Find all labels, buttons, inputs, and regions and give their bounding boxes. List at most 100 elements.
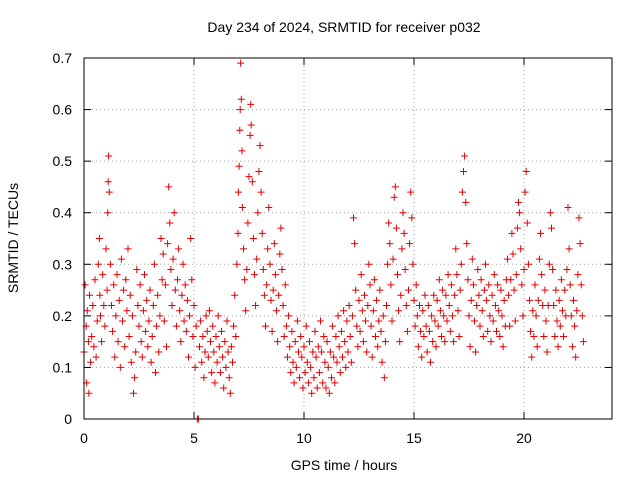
data-point xyxy=(155,348,163,356)
data-point xyxy=(353,322,361,330)
data-point xyxy=(565,245,573,253)
data-point xyxy=(128,312,136,320)
data-point xyxy=(509,250,517,258)
data-point xyxy=(284,353,291,361)
data-point xyxy=(436,307,444,315)
data-point xyxy=(271,271,279,279)
data-point xyxy=(90,343,98,351)
data-point xyxy=(267,296,275,304)
data-point xyxy=(464,276,472,284)
data-point xyxy=(373,296,381,304)
data-point xyxy=(120,286,128,294)
data-point xyxy=(468,255,476,263)
data-point xyxy=(323,338,331,346)
data-point xyxy=(487,338,495,346)
data-point xyxy=(410,296,418,304)
data-point xyxy=(416,302,423,310)
data-point xyxy=(169,255,177,263)
data-point xyxy=(406,240,414,248)
data-point xyxy=(242,307,250,315)
x-tick-label: 0 xyxy=(80,430,88,446)
data-point xyxy=(302,322,310,330)
data-point xyxy=(566,281,574,289)
data-point xyxy=(225,374,233,382)
data-point xyxy=(160,317,168,325)
data-point xyxy=(329,322,337,330)
data-point xyxy=(440,312,448,320)
data-point xyxy=(104,178,112,186)
data-point xyxy=(308,389,316,397)
data-point xyxy=(146,286,154,294)
y-tick-label: 0.5 xyxy=(53,153,73,169)
data-point xyxy=(299,384,307,392)
data-point xyxy=(106,260,114,268)
data-point xyxy=(81,281,89,289)
data-point xyxy=(533,343,541,351)
data-point xyxy=(313,384,321,392)
data-point xyxy=(199,332,207,340)
data-point xyxy=(211,379,219,387)
y-tick-labels: 0 0.1 0.2 0.3 0.4 0.5 0.6 0.7 xyxy=(53,50,73,427)
data-point xyxy=(432,343,440,351)
data-point xyxy=(399,209,407,217)
data-point xyxy=(522,167,530,175)
data-point xyxy=(226,389,234,397)
data-point xyxy=(113,271,121,279)
data-point xyxy=(418,353,426,361)
data-point xyxy=(407,188,415,196)
x-tick-label: 5 xyxy=(190,430,198,446)
data-point xyxy=(175,245,183,253)
data-point xyxy=(578,312,586,320)
data-point xyxy=(460,167,467,175)
data-point xyxy=(214,312,222,320)
data-point xyxy=(268,327,276,335)
data-point xyxy=(153,322,161,330)
data-point xyxy=(324,363,332,371)
data-point xyxy=(402,302,410,310)
data-point xyxy=(103,286,111,294)
y-tick-label: 0 xyxy=(64,411,72,427)
data-point xyxy=(441,338,449,346)
data-point xyxy=(354,343,362,351)
data-point xyxy=(359,338,367,346)
data-point xyxy=(419,307,427,315)
x-tick-labels: 0 5 10 15 20 xyxy=(80,430,532,446)
data-point xyxy=(247,121,255,129)
data-point xyxy=(484,327,492,335)
data-point xyxy=(318,348,326,356)
data-point xyxy=(361,291,368,299)
data-point xyxy=(249,235,257,242)
data-point xyxy=(114,338,122,346)
data-point xyxy=(177,338,185,346)
data-point xyxy=(423,348,431,356)
data-point xyxy=(202,312,210,320)
data-point xyxy=(221,338,229,346)
data-point xyxy=(343,317,351,325)
x-tick-label: 10 xyxy=(296,430,312,446)
data-point xyxy=(286,343,294,351)
data-point xyxy=(435,276,443,284)
data-point xyxy=(475,291,483,299)
data-point xyxy=(248,178,256,186)
data-point xyxy=(115,296,123,304)
data-point xyxy=(498,312,506,320)
data-point xyxy=(273,307,280,315)
data-point xyxy=(550,302,558,310)
data-point xyxy=(453,271,461,279)
data-point xyxy=(431,317,439,325)
data-point xyxy=(234,229,242,237)
data-point xyxy=(506,322,514,330)
data-point xyxy=(303,358,311,366)
data-point xyxy=(403,327,411,335)
data-point xyxy=(493,327,500,335)
data-point xyxy=(381,338,389,346)
data-point xyxy=(473,302,481,310)
data-point xyxy=(290,379,298,387)
data-point xyxy=(138,353,146,361)
data-point xyxy=(108,302,115,310)
data-point xyxy=(185,353,192,361)
data-point xyxy=(417,327,425,335)
data-point xyxy=(84,338,92,346)
data-point xyxy=(397,291,405,299)
data-point xyxy=(332,332,340,340)
